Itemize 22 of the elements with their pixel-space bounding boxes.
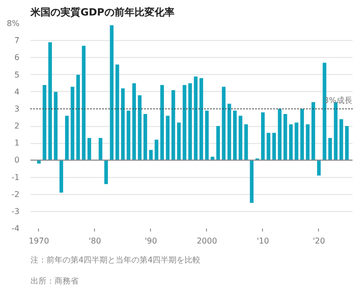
y-tick-label: 1 bbox=[14, 138, 20, 148]
y-tick-label: -3 bbox=[12, 206, 20, 216]
y-tick-label: 5 bbox=[14, 70, 20, 80]
y-tick-label: 0 bbox=[14, 156, 20, 165]
y-tick-label: -1 bbox=[12, 172, 20, 182]
x-tick-label: '10 bbox=[256, 236, 270, 246]
text: 出所：商務省 bbox=[30, 276, 78, 286]
y-tick-label: 3 bbox=[14, 104, 20, 114]
y-tick-label: 8% bbox=[6, 19, 20, 28]
y-tick-label: 7 bbox=[14, 36, 20, 46]
y-tick-label: -4 bbox=[12, 224, 20, 233]
x-tick-label: '20 bbox=[312, 236, 326, 246]
y-tick-label: 2 bbox=[14, 122, 20, 130]
x-tick-label: 1970 bbox=[28, 236, 50, 246]
chart-title: 米国の実質GDPの前年比変化率 bbox=[30, 6, 174, 18]
x-tick-label: '90 bbox=[144, 236, 158, 246]
y-tick-label: 4 bbox=[14, 87, 20, 96]
y-tick-label: -2 bbox=[12, 190, 20, 199]
y-tick-label: 6 bbox=[14, 53, 20, 62]
x-tick-label: '80 bbox=[88, 236, 102, 246]
x-tick-label: 2000 bbox=[196, 236, 218, 246]
text: 注：前年の第4四半期と当年の第4四半期を比較 bbox=[30, 256, 201, 264]
